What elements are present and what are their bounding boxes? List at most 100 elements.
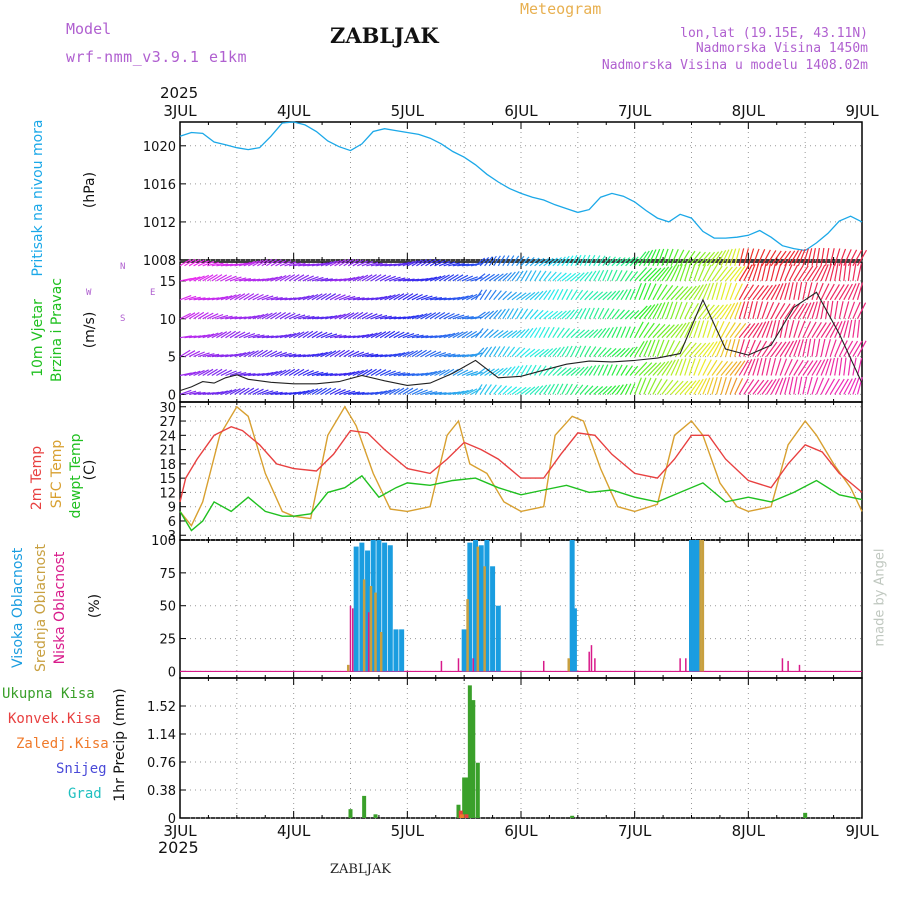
wind-barb xyxy=(388,331,400,339)
wind-barb xyxy=(179,335,192,339)
wind-barb xyxy=(316,387,327,395)
wind-barb xyxy=(220,274,232,282)
wind-barb xyxy=(188,350,201,358)
wind-barb xyxy=(279,368,291,377)
wind-barb xyxy=(525,348,536,358)
wind-barb xyxy=(388,276,401,282)
wind-barb xyxy=(734,283,743,301)
wind-barb xyxy=(802,360,814,376)
cloud-bar-0 xyxy=(490,566,496,672)
wind-barb xyxy=(588,307,595,320)
wind-barb xyxy=(238,372,252,377)
y-tick-label: 21 xyxy=(159,444,176,459)
wind-barb xyxy=(852,302,861,320)
wind-barb xyxy=(793,265,804,282)
wind-barb xyxy=(547,366,557,376)
wind-barb xyxy=(688,251,701,267)
wind-barb xyxy=(725,361,738,376)
meteogram-label: Meteogram xyxy=(520,0,602,18)
wind-barb xyxy=(370,262,383,267)
wind-barb xyxy=(520,348,531,358)
wind-barb xyxy=(693,342,707,357)
wind-barb xyxy=(620,257,631,267)
precip-bar-0 xyxy=(373,814,378,818)
wind-barb xyxy=(198,352,210,358)
cloud-bar-2 xyxy=(798,664,801,672)
wind-barb xyxy=(225,370,237,377)
wind-barb xyxy=(811,377,819,395)
wind-barb xyxy=(756,379,769,395)
wind-barb xyxy=(270,391,283,395)
wind-barb xyxy=(788,282,794,300)
wind-barb xyxy=(797,302,808,320)
wind-barb xyxy=(525,256,535,267)
wind-barb xyxy=(829,357,835,376)
wind-barb xyxy=(565,345,573,357)
wind-barb xyxy=(806,376,813,395)
x-tick-label-bottom: 4JUL xyxy=(277,822,311,840)
wind-barb xyxy=(716,266,728,282)
wind-barb xyxy=(248,333,260,339)
wind-barb xyxy=(270,351,283,358)
wind-barb xyxy=(461,389,474,395)
wind-barb xyxy=(334,334,347,339)
wind-barb xyxy=(557,310,567,320)
wind-barb xyxy=(597,385,608,395)
y-tick-label: 0 xyxy=(168,812,176,827)
wind-barb xyxy=(261,277,274,282)
wind-barb xyxy=(547,289,556,301)
wind-barb xyxy=(615,364,623,376)
wind-barb xyxy=(316,351,328,358)
wind-barb xyxy=(238,278,252,282)
wind-barb xyxy=(275,259,287,267)
wind-barb xyxy=(297,330,309,339)
wind-barb xyxy=(388,293,400,301)
wind-barb xyxy=(829,378,841,395)
wind-barb xyxy=(543,289,552,301)
cloud-bar-0 xyxy=(359,542,365,672)
wind-barb xyxy=(516,386,527,395)
wind-barb xyxy=(443,353,456,358)
wind-barb xyxy=(688,342,702,357)
wind-barb xyxy=(398,261,410,267)
cloud-bar-2 xyxy=(590,645,593,672)
wind-barb xyxy=(725,322,736,339)
wind-barb xyxy=(357,352,369,358)
wind-barb xyxy=(620,309,630,320)
wind-barb xyxy=(811,282,819,300)
wind-barb xyxy=(856,302,867,320)
wind-barb xyxy=(784,319,790,338)
wind-barb xyxy=(725,302,736,320)
wind-barb xyxy=(584,329,595,339)
wind-barb xyxy=(729,377,738,395)
wind-barb xyxy=(184,390,197,395)
y-tick-label: 50 xyxy=(159,600,176,615)
wind-barb xyxy=(565,289,573,301)
wind-barb xyxy=(575,384,584,395)
y-tick-label: 9 xyxy=(168,501,176,516)
wind-barb xyxy=(797,339,804,357)
wind-barb xyxy=(825,378,836,395)
wind-barb xyxy=(675,249,685,267)
wind-barb xyxy=(543,326,550,338)
wind-barb xyxy=(579,271,589,282)
wind-barb xyxy=(179,349,191,358)
wind-barb xyxy=(484,384,492,395)
wind-barb xyxy=(570,308,579,320)
wind-barb xyxy=(552,366,562,376)
wind-barb xyxy=(411,293,423,301)
x-tick-label-top: 6JUL xyxy=(504,102,538,120)
wind-barb xyxy=(352,275,364,282)
wind-barb xyxy=(361,312,373,320)
wind-barb xyxy=(738,359,749,376)
wind-barb xyxy=(452,331,464,339)
wind-barb xyxy=(566,367,577,376)
wind-barb xyxy=(225,316,238,320)
x-tick-label-top: 7JUL xyxy=(618,102,652,120)
wind-barb xyxy=(716,361,729,376)
wind-barb xyxy=(397,292,409,301)
wind-barb xyxy=(675,322,687,339)
wind-barb xyxy=(225,275,237,282)
wind-barb xyxy=(343,390,356,395)
wind-barb xyxy=(420,277,433,282)
